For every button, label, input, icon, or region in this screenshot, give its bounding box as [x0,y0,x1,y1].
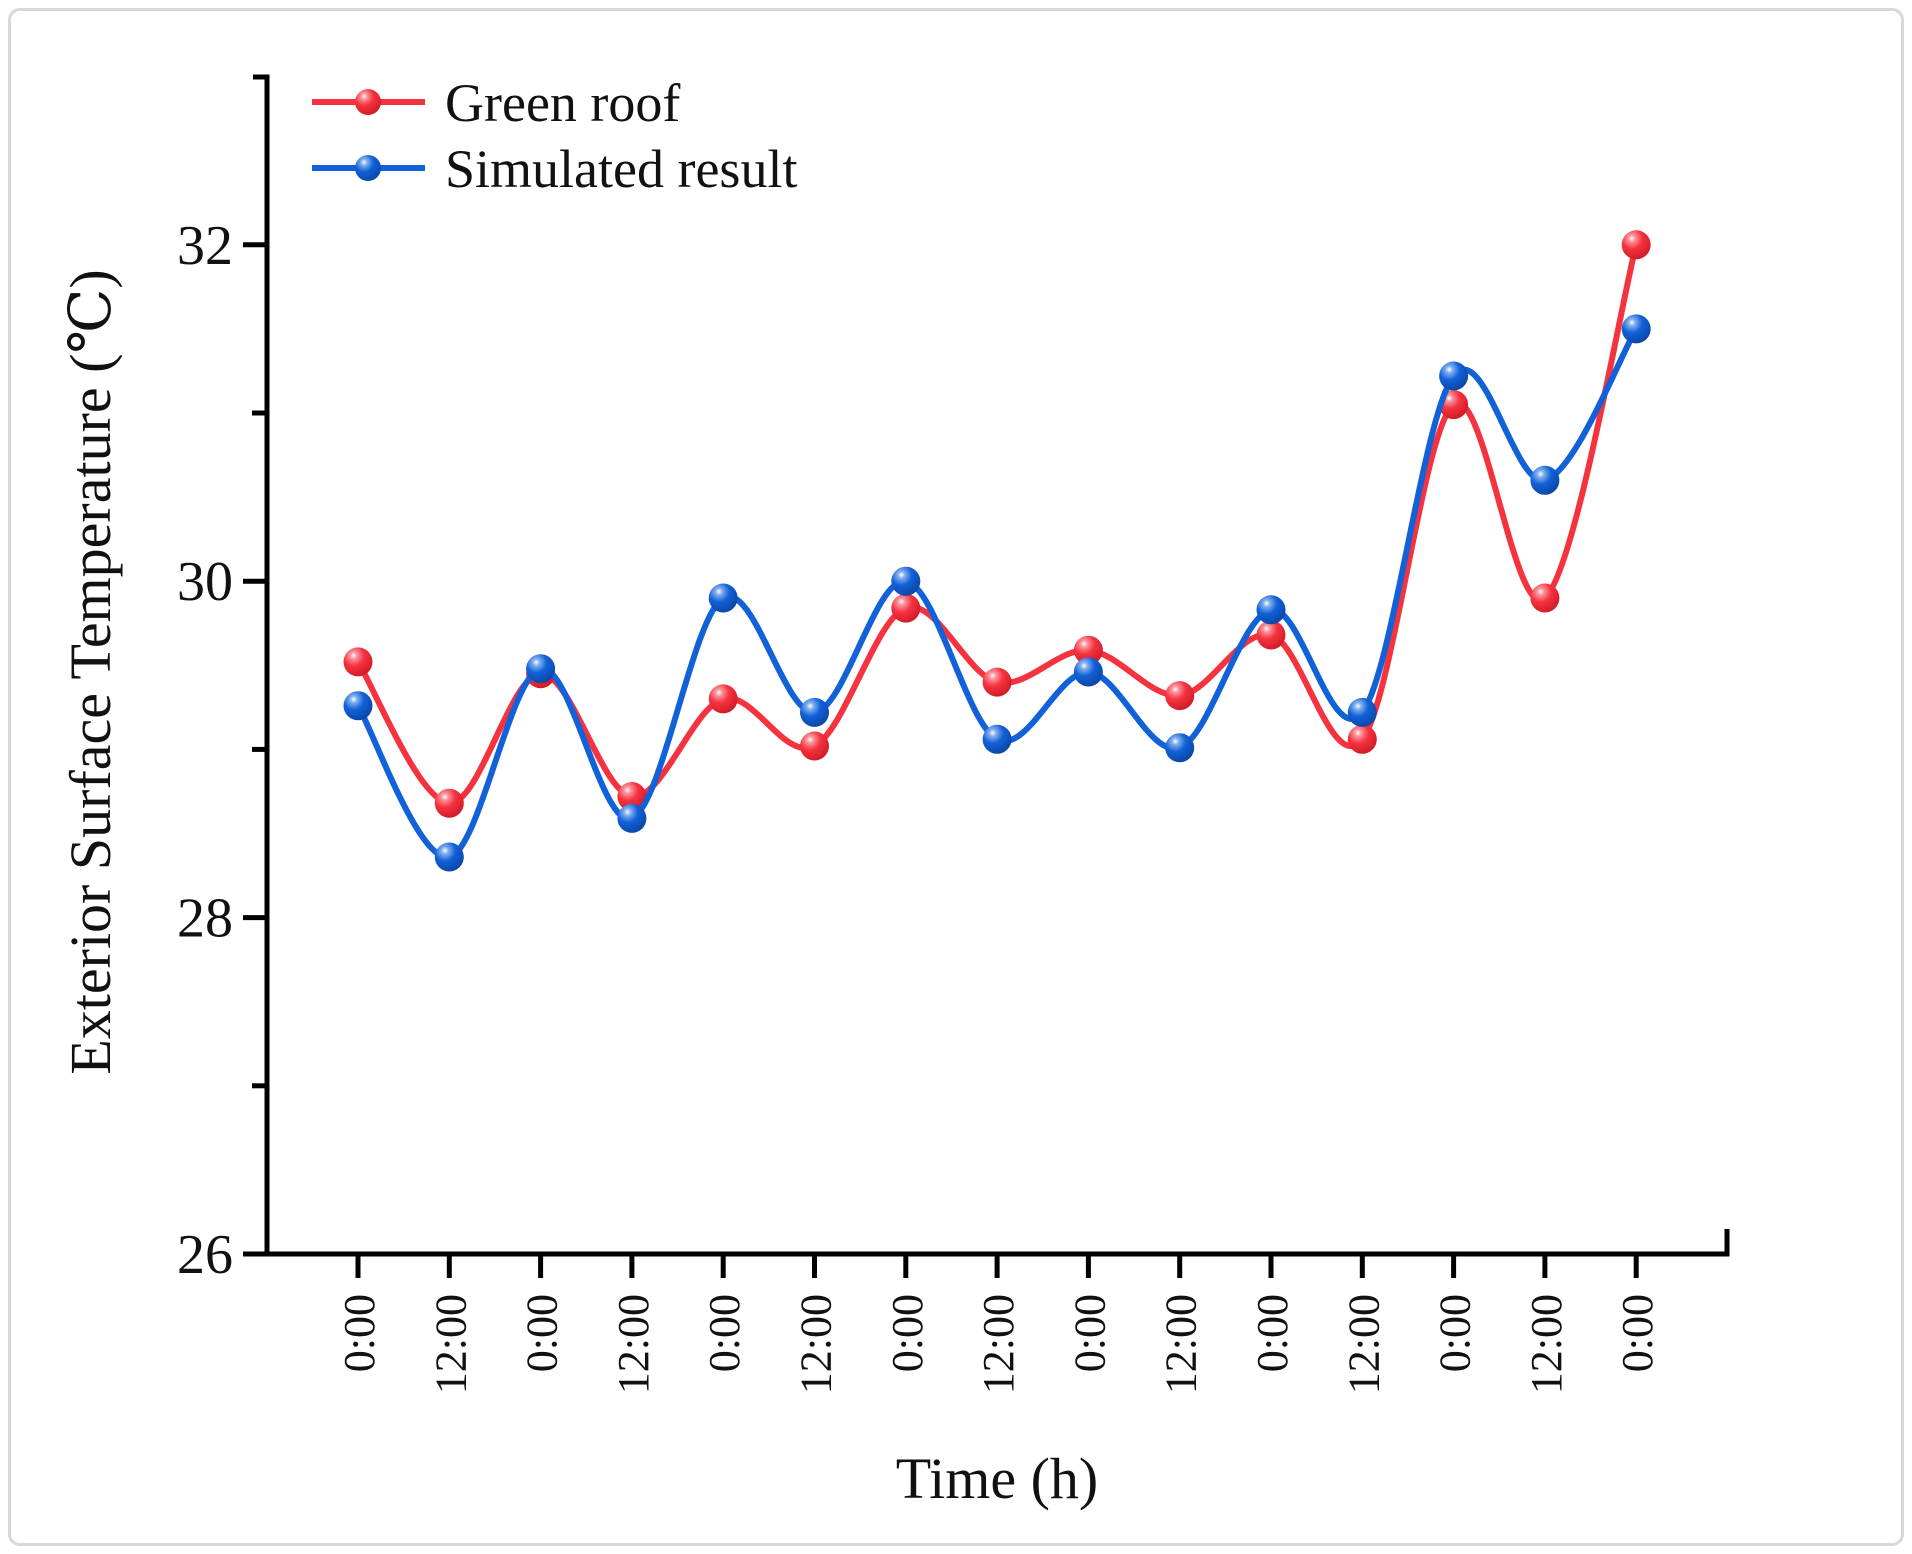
x-tick-label: 0:00 [1248,1294,1297,1372]
x-tick-label: 12:00 [426,1294,475,1394]
data-point-marker [1165,681,1195,711]
x-tick-label: 0:00 [335,1294,384,1372]
y-tick-label: 32 [177,215,233,277]
series-line-green-roof [355,241,1640,807]
legend-label-green-roof: Green roof [445,73,680,133]
legend-marker [355,155,381,181]
data-point-marker [617,803,647,833]
data-point-marker [1347,724,1377,754]
x-tick-label: 0:00 [1065,1294,1114,1372]
axes: 26 28 30 32 0:00 12:00 0:00 12:00 0:00 12:00 0:00 1… [177,74,1730,1394]
data-point-marker [1256,620,1286,650]
data-point-marker [708,583,738,613]
x-axis-title: Time (h) [896,1446,1099,1511]
data-point-marker [1530,465,1560,495]
x-tick-label: 0:00 [1431,1294,1480,1372]
data-point-marker [1347,697,1377,727]
data-point-marker [1621,314,1651,344]
legend-marker [355,89,381,115]
x-tick-label: 0:00 [518,1294,567,1372]
x-tick-label: 0:00 [700,1294,749,1372]
data-point-marker [617,782,647,811]
data-point-marker [1530,583,1560,613]
data-point-marker [1621,230,1651,260]
x-tick-label: 12:00 [1339,1294,1388,1394]
x-tick-label: 12:00 [1157,1294,1206,1394]
data-point-marker [800,731,829,761]
data-point-marker [1073,635,1103,665]
data-point-marker [343,647,373,677]
x-tick-label: 0:00 [883,1294,932,1372]
data-point-marker [1073,657,1103,687]
legend: Green roof Simulated result [312,73,797,199]
x-tick-label: 12:00 [974,1294,1023,1394]
data-point-marker [800,697,829,727]
data-point-marker [708,684,738,714]
data-point-marker [982,724,1012,754]
data-point-marker [891,593,921,623]
x-tick-label: 12:00 [609,1294,658,1394]
data-point-marker [434,842,464,872]
legend-label-simulated-result: Simulated result [445,139,797,199]
data-point-marker [1165,733,1195,763]
y-tick-label: 28 [177,888,233,950]
axis-frame [253,74,1730,1257]
data-point-marker [1439,361,1469,391]
y-axis-title: Exterior Surface Temperature (℃) [58,269,123,1074]
y-tick-label: 30 [177,551,233,613]
x-tick-label: 12:00 [1522,1294,1571,1394]
data-point-marker [982,667,1012,697]
data-point-marker [434,788,464,818]
x-tick-label: 12:00 [792,1294,841,1394]
data-point-marker [891,566,921,596]
data-point-marker [526,654,556,684]
data-point-marker [1256,595,1286,625]
y-tick-label: 26 [177,1224,233,1286]
series-lines [343,230,1651,872]
x-tick-label: 0:00 [1613,1294,1662,1372]
data-point-marker [343,691,373,721]
